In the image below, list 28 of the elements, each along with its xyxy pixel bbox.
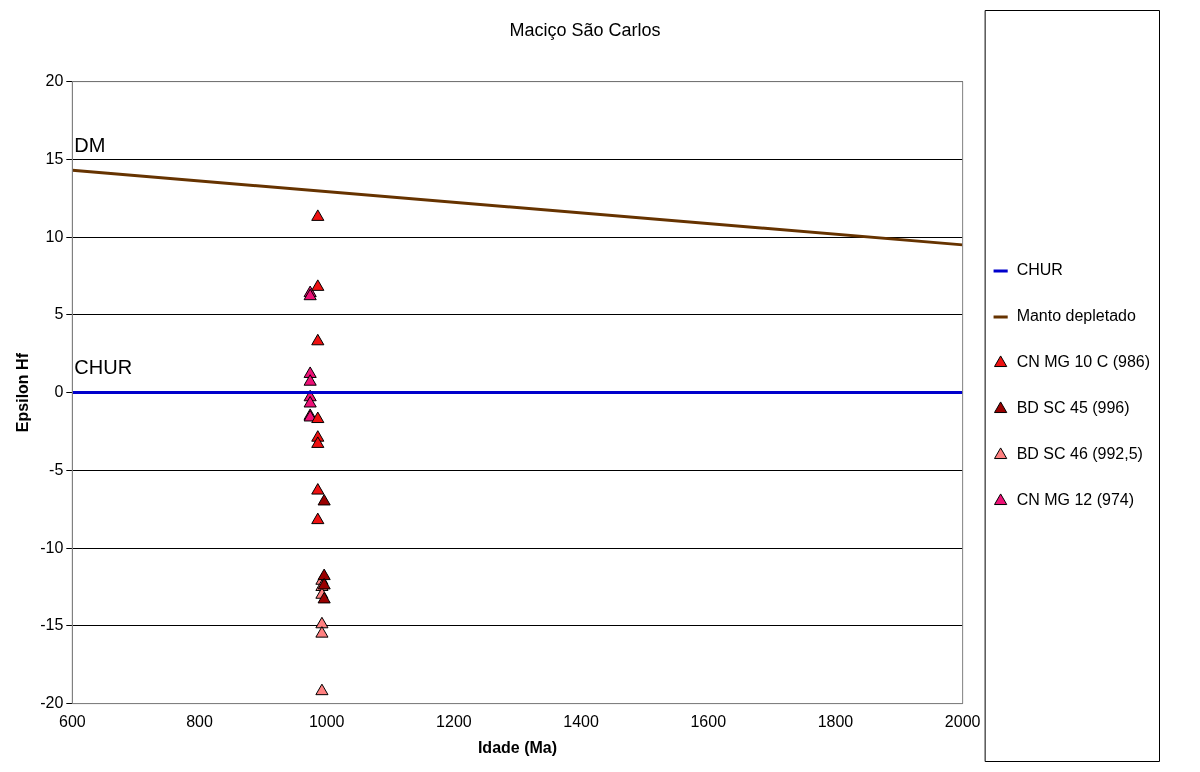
legend-label: BD SC 45 (996) [1016,399,1130,417]
x-tick-label: 800 [186,712,213,730]
y-tick-label: -20 [40,694,64,712]
x-tick-label: 600 [58,712,86,730]
y-axis-title: Epsilon Hf [14,352,32,433]
annotation: CHUR [74,356,133,379]
x-tick-label: 1200 [436,712,472,730]
y-tick-label: 10 [45,227,64,245]
legend-label: BD SC 46 (992,5) [1016,445,1143,463]
x-tick-label: 2000 [944,712,981,730]
y-tick-label: 20 [45,72,64,90]
x-tick-label: 1000 [308,712,345,730]
chart-title: Maciço São Carlos [509,19,661,40]
y-tick-label: 15 [45,149,64,167]
legend-label: CN MG 10 C (986) [1016,353,1151,371]
x-axis-title: Idade (Ma) [477,738,558,756]
y-tick-label: 0 [54,383,64,401]
legend-label: Manto depletado [1016,307,1136,325]
y-tick-label: -15 [40,616,64,634]
y-tick-label: 5 [54,305,64,323]
legend-label: CN MG 12 (974) [1016,491,1135,509]
x-tick-label: 1400 [563,712,599,730]
x-tick-label: 1600 [690,712,727,730]
x-tick-label: 1800 [817,712,854,730]
legend-label: CHUR [1016,261,1063,279]
y-tick-label: -5 [49,460,64,478]
annotation: DM [74,133,106,156]
y-tick-label: -10 [40,538,64,556]
